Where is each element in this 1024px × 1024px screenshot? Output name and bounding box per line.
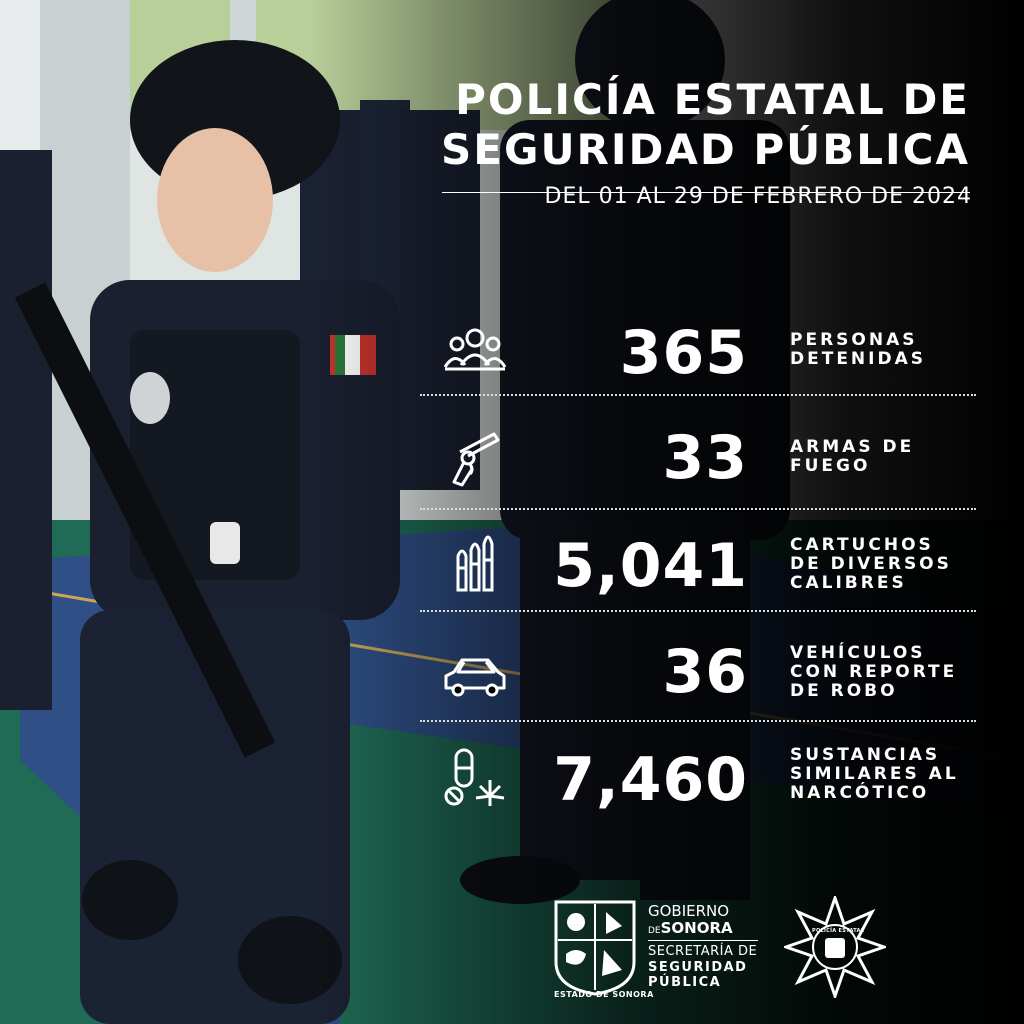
revolver-icon — [452, 432, 500, 487]
badge-label: POLICÍA ESTATAL — [812, 928, 865, 934]
stat-label: SUSTANCIAS SIMILARES AL NARCÓTICO — [790, 745, 959, 803]
stat-value: 36 — [662, 637, 748, 707]
publica-label: PÚBLICA — [648, 975, 722, 990]
stat-row-armas: 33 ARMAS DE FUEGO — [420, 404, 976, 500]
title-line-2: SEGURIDAD PÚBLICA — [441, 125, 970, 174]
divider — [420, 720, 976, 722]
title-underline — [442, 192, 970, 193]
stat-row-detenidos: 365 PERSONAS DETENIDAS — [420, 305, 976, 401]
gobierno-sonora-label: DESONORA — [648, 919, 733, 937]
police-star-badge-icon — [784, 896, 886, 998]
car-icon — [444, 658, 506, 697]
divider — [420, 508, 976, 510]
stat-label: PERSONAS DETENIDAS — [790, 330, 926, 369]
shield-caption: ESTADO DE SONORA — [554, 990, 654, 999]
stat-value: 7,460 — [553, 745, 748, 815]
stat-label: CARTUCHOS DE DIVERSOS CALIBRES — [790, 535, 952, 593]
stat-value: 5,041 — [553, 531, 748, 601]
stat-value: 365 — [619, 318, 748, 388]
people-group-icon — [443, 328, 507, 371]
gobierno-label: GOBIERNO — [648, 902, 730, 920]
title-line-1: POLICÍA ESTATAL DE — [455, 75, 970, 124]
bullets-icon — [456, 535, 494, 592]
secretaria-label: SECRETARÍA DE — [648, 944, 758, 959]
divider — [420, 394, 976, 396]
stat-label: VEHÍCULOS CON REPORTE DE ROBO — [790, 643, 958, 701]
stat-row-vehiculos: 36 VEHÍCULOS CON REPORTE DE ROBO — [420, 620, 976, 716]
stat-value: 33 — [662, 423, 748, 493]
pills-cannabis-icon — [444, 748, 505, 806]
stat-row-sustancias: 7,460 SUSTANCIAS SIMILARES AL NARCÓTICO — [420, 730, 976, 826]
sonora-shield-logo — [554, 900, 636, 996]
stat-row-cartuchos: 5,041 CARTUCHOS DE DIVERSOS CALIBRES — [420, 518, 976, 614]
date-range: DEL 01 AL 29 DE FEBRERO DE 2024 — [544, 184, 972, 209]
logo-divider — [648, 940, 758, 941]
divider — [420, 610, 976, 612]
seguridad-label: SEGURIDAD — [648, 960, 748, 975]
stat-label: ARMAS DE FUEGO — [790, 437, 915, 476]
